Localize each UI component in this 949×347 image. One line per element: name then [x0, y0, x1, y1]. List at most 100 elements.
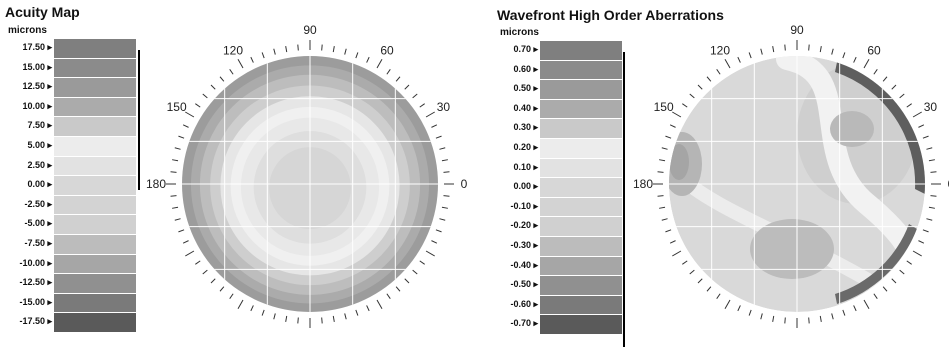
legend-swatch [54, 312, 136, 332]
legend-label: -0.50 ▸ [510, 279, 538, 290]
dial-tick [784, 317, 786, 324]
dial-tick [863, 59, 870, 69]
dial-tick [661, 147, 668, 150]
dial-angle-label: 150 [167, 100, 187, 114]
dial-tick [355, 52, 359, 59]
dial-tick [431, 240, 438, 244]
dial-tick [285, 46, 288, 53]
dial-tick [386, 69, 391, 75]
dial-tick [229, 69, 234, 75]
acuity-dial: 90 120 60 150 30 180 0 [146, 23, 468, 328]
dial-angle-label: 30 [924, 100, 938, 114]
dial-tick [906, 103, 912, 108]
dial-tick [682, 103, 688, 108]
legend-label: 0.40 ▸ [513, 102, 538, 113]
dial-angle-label: 60 [380, 44, 394, 58]
dial-tick [928, 206, 935, 209]
legend-label: -5.00 ▸ [24, 218, 52, 229]
legend-swatch [54, 77, 136, 97]
legend-swatch [54, 194, 136, 215]
dial-tick [724, 299, 731, 309]
wavefront-title: Wavefront High Order Aberrations [497, 7, 724, 23]
acuity-legend: 17.50 ▸ 15.00 ▸ 12.50 ▸ 10.00 ▸ 7.50 ▸ 5.00 ▸… [0, 38, 140, 344]
dial-tick [425, 250, 435, 257]
dial-tick [219, 286, 225, 292]
dial-tick [321, 317, 323, 324]
dial-tick [229, 293, 234, 299]
dial-tick [182, 124, 189, 128]
dial-tick [355, 309, 359, 316]
dial-tick [344, 313, 347, 320]
dial-angle-label: 180 [146, 177, 166, 191]
dial-tick [930, 171, 937, 173]
dial-tick [842, 52, 846, 59]
dial-angle-label: 0 [461, 177, 468, 191]
dial-tick [906, 260, 912, 265]
dial-angle-label: 60 [867, 44, 881, 58]
dial-tick [185, 250, 195, 257]
dial-tick [926, 218, 933, 221]
dial-tick [672, 111, 682, 118]
dial-tick [697, 84, 703, 90]
dial-tick [174, 147, 181, 150]
dial-grid [669, 56, 925, 312]
dial-tick [412, 269, 418, 275]
dial-tick [737, 305, 741, 312]
dial-tick [697, 278, 703, 284]
legend-swatch [54, 136, 136, 156]
legend-swatch [540, 255, 622, 276]
dial-tick [672, 250, 682, 257]
legend-swatch [540, 314, 622, 334]
dial-tick [386, 293, 391, 299]
wavefront-units: microns [500, 27, 539, 38]
legend-label: 0.00 ▸ [27, 179, 52, 190]
dial-angle-label: 90 [303, 23, 317, 37]
dial-angle-label: 180 [633, 177, 653, 191]
wavefront-dial: 90 120 60 150 30 180 0 [633, 23, 949, 328]
legend-swatch [54, 175, 136, 195]
legend-label: -12.50 ▸ [19, 277, 52, 288]
dial-tick [760, 48, 763, 55]
legend-swatch [540, 98, 622, 119]
legend-label: 0.50 ▸ [513, 83, 538, 94]
wavefront-legend: 0.70 ▸ 0.60 ▸ 0.50 ▸ 0.40 ▸ 0.30 ▸ 0.20 ▸ 0.10… [490, 40, 630, 347]
dial-tick [842, 309, 846, 316]
legend-swatch [540, 294, 622, 315]
dial-tick [321, 44, 323, 51]
dial-tick [899, 269, 905, 275]
dial-angle-label: 120 [710, 44, 730, 58]
dial-angle-label: 0 [948, 177, 949, 191]
dial-tick [716, 69, 721, 75]
legend-swatch [540, 118, 622, 138]
dial-tick [831, 48, 834, 55]
dial-tick [831, 313, 834, 320]
dial-tick [376, 299, 383, 309]
dial-tick [772, 46, 775, 53]
dial-tick [178, 229, 185, 233]
legend-label: -0.30 ▸ [510, 240, 538, 250]
legend-marker-bar [623, 52, 625, 347]
dial-tick [210, 84, 216, 90]
dial-tick [344, 48, 347, 55]
legend-swatch [54, 214, 136, 234]
legend-label: -10.00 ▸ [19, 257, 52, 268]
legend-swatch [54, 57, 136, 78]
dial-tick [737, 56, 741, 63]
acuity-map-title: Acuity Map [5, 4, 80, 20]
legend-label: 12.50 ▸ [22, 81, 52, 92]
legend-label: 15.00 ▸ [22, 61, 52, 72]
dial-tick [665, 135, 672, 139]
dial-tick [808, 44, 810, 51]
dial-tick [926, 147, 933, 150]
dial-angle-label: 90 [790, 23, 804, 37]
legend-swatch [540, 79, 622, 99]
dial-tick [419, 103, 425, 108]
dial-tick [170, 171, 177, 173]
dial-tick [376, 59, 383, 69]
dial-tick [853, 305, 857, 312]
legend-label: 0.00 ▸ [513, 181, 538, 192]
legend-label: 5.00 ▸ [27, 140, 52, 150]
dial-tick [443, 195, 450, 197]
dial-tick [922, 229, 929, 233]
legend-swatch [54, 96, 136, 117]
